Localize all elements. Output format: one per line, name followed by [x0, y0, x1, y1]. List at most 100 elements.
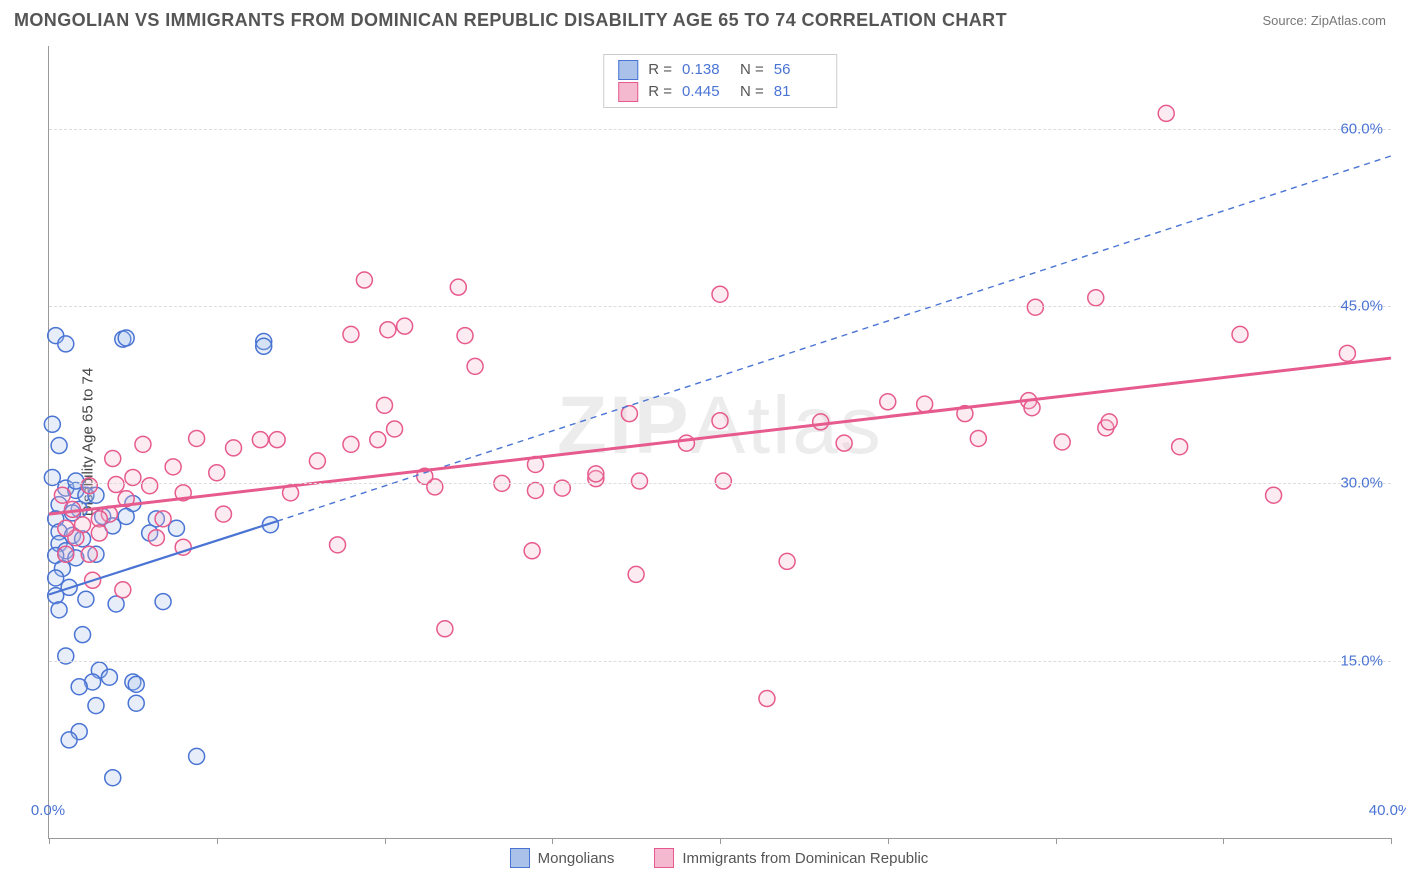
legend-label: Immigrants from Dominican Republic — [682, 850, 928, 867]
data-point — [1266, 487, 1282, 503]
data-point — [970, 430, 986, 446]
header: MONGOLIAN VS IMMIGRANTS FROM DOMINICAN R… — [0, 0, 1406, 37]
x-tick — [1223, 838, 1224, 844]
x-tick — [1056, 838, 1057, 844]
data-point — [450, 279, 466, 295]
data-point — [759, 691, 775, 707]
swatch-mongolians — [510, 848, 530, 868]
data-point — [1158, 105, 1174, 121]
data-point — [917, 396, 933, 412]
trend-line-extrapolated — [277, 156, 1391, 521]
data-point — [356, 272, 372, 288]
data-point — [527, 482, 543, 498]
data-point — [343, 436, 359, 452]
n-label: N = — [740, 59, 764, 81]
data-point — [256, 338, 272, 354]
data-point — [44, 416, 60, 432]
data-point — [712, 413, 728, 429]
data-point — [135, 436, 151, 452]
x-tick — [1391, 838, 1392, 844]
data-point — [343, 326, 359, 342]
swatch-series-2 — [618, 82, 638, 102]
data-point — [1024, 400, 1040, 416]
data-point — [457, 328, 473, 344]
r-value-1: 0.138 — [682, 59, 730, 81]
y-tick-label: 45.0% — [1340, 298, 1383, 315]
gridline-h — [49, 306, 1391, 307]
data-point — [370, 432, 386, 448]
data-point — [779, 553, 795, 569]
data-point — [1339, 345, 1355, 361]
data-point — [588, 466, 604, 482]
data-point — [377, 397, 393, 413]
gridline-h — [49, 661, 1391, 662]
data-point — [1232, 326, 1248, 342]
data-point — [81, 478, 97, 494]
x-tick — [720, 838, 721, 844]
data-point — [88, 698, 104, 714]
data-point — [215, 506, 231, 522]
chart-svg — [49, 46, 1391, 838]
data-point — [91, 525, 107, 541]
data-point — [1027, 299, 1043, 315]
gridline-h — [49, 483, 1391, 484]
r-label: R = — [648, 59, 672, 81]
data-point — [226, 440, 242, 456]
data-point — [75, 627, 91, 643]
data-point — [58, 520, 74, 536]
n-value-2: 81 — [774, 81, 822, 103]
r-label: R = — [648, 81, 672, 103]
data-point — [712, 286, 728, 302]
n-label: N = — [740, 81, 764, 103]
x-tick — [217, 838, 218, 844]
data-point — [128, 695, 144, 711]
legend-stats: R = 0.138 N = 56 R = 0.445 N = 81 — [603, 54, 837, 108]
data-point — [51, 438, 67, 454]
data-point — [1088, 290, 1104, 306]
data-point — [678, 435, 694, 451]
x-tick — [888, 838, 889, 844]
data-point — [836, 435, 852, 451]
data-point — [81, 546, 97, 562]
data-point — [269, 432, 285, 448]
data-point — [105, 770, 121, 786]
data-point — [880, 394, 896, 410]
data-point — [101, 669, 117, 685]
chart-title: MONGOLIAN VS IMMIGRANTS FROM DOMINICAN R… — [14, 10, 1007, 31]
data-point — [165, 459, 181, 475]
data-point — [397, 318, 413, 334]
data-point — [118, 330, 134, 346]
data-point — [155, 594, 171, 610]
data-point — [78, 591, 94, 607]
data-point — [437, 621, 453, 637]
legend-item-mongolians: Mongolians — [510, 848, 615, 868]
y-tick-label: 30.0% — [1340, 475, 1383, 492]
data-point — [628, 566, 644, 582]
data-point — [715, 473, 731, 489]
x-tick — [552, 838, 553, 844]
data-point — [309, 453, 325, 469]
legend-stats-row-2: R = 0.445 N = 81 — [618, 81, 822, 103]
data-point — [148, 530, 164, 546]
data-point — [387, 421, 403, 437]
data-point — [105, 451, 121, 467]
data-point — [189, 430, 205, 446]
legend-label: Mongolians — [538, 850, 615, 867]
data-point — [128, 676, 144, 692]
swatch-series-1 — [618, 60, 638, 80]
legend-series: Mongolians Immigrants from Dominican Rep… — [48, 848, 1390, 868]
data-point — [1172, 439, 1188, 455]
data-point — [189, 748, 205, 764]
data-point — [631, 473, 647, 489]
data-point — [58, 546, 74, 562]
x-tick-label: 0.0% — [31, 802, 65, 819]
data-point — [252, 432, 268, 448]
data-point — [61, 732, 77, 748]
data-point — [58, 336, 74, 352]
r-value-2: 0.445 — [682, 81, 730, 103]
plot-container: Disability Age 65 to 74 ZIPAtlas R = 0.1… — [48, 46, 1390, 838]
data-point — [108, 477, 124, 493]
data-point — [155, 511, 171, 527]
data-point — [51, 602, 67, 618]
data-point — [209, 465, 225, 481]
